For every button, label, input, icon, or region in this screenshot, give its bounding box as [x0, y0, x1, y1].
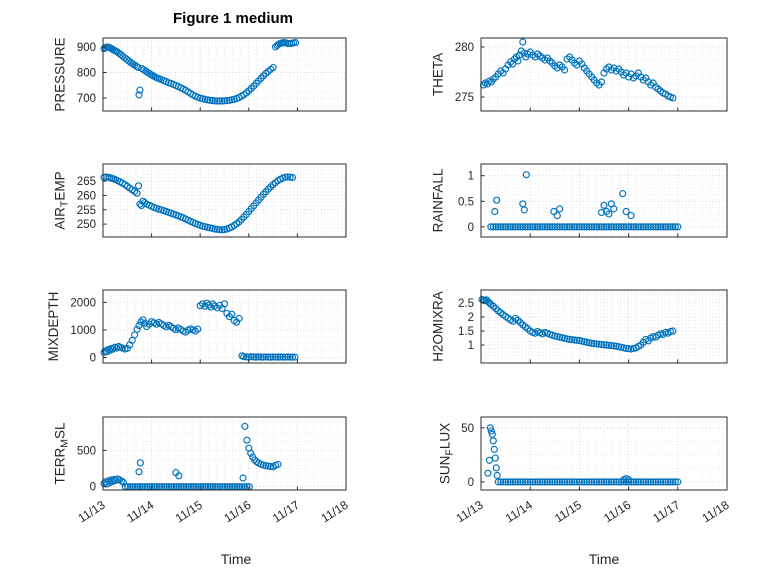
data-points-theta	[479, 38, 677, 102]
data-points-sun-flux	[484, 424, 682, 486]
minor-grid	[481, 164, 727, 237]
subplot-rainfall: 0 0.5 1 RAINFALL	[431, 163, 728, 238]
y-tick-label: 1.5	[458, 326, 474, 338]
x-axis-label-right: Time	[588, 551, 620, 567]
y-tick-label: 0.5	[458, 196, 474, 208]
subplot-h2omixra: 1 1.5 2 2.5 H2OMIXRA	[431, 289, 728, 364]
x-tick-label: 11/13	[454, 498, 486, 526]
axes-box	[102, 289, 347, 364]
y-tick-label: 2	[468, 312, 474, 324]
data-points-h2omixra	[478, 295, 677, 353]
axes-box	[480, 37, 728, 112]
x-tick-label: 11/17	[650, 498, 682, 526]
x-tick-label: 11/15	[173, 498, 205, 526]
data-points-rainfall	[487, 171, 682, 231]
minor-grid	[481, 417, 727, 490]
y-tick-label: 1000	[70, 325, 96, 337]
y-tick-label: 2000	[70, 297, 96, 309]
y-tick-label: 900	[77, 42, 96, 54]
y-tick-label: 260	[77, 191, 96, 203]
y-tick-label: 500	[77, 445, 96, 457]
y-tick-label: 800	[77, 68, 96, 80]
tick-marks	[102, 180, 347, 237]
tick-marks	[480, 427, 728, 490]
y-tick-label: 700	[77, 93, 96, 105]
plot-background	[481, 38, 727, 111]
tick-marks	[102, 449, 347, 490]
x-tick-label: 11/16	[221, 498, 253, 526]
axes-box	[480, 163, 728, 238]
y-tick-label: 255	[77, 205, 96, 217]
subplot-terr-msl: 0 500 TERRMSL 11/13 11/14 11/15 11/16 11/17 11/1…	[53, 416, 351, 526]
data-points-airtemp	[100, 173, 297, 234]
y-tick-label: 250	[77, 219, 96, 231]
tick-marks	[102, 301, 347, 363]
x-tick-label: 11/16	[601, 498, 633, 526]
x-tick-label: 11/18	[319, 498, 351, 526]
subplot-sun-flux: 0 50 SUNFLUX 11/13 11/14 11/15 11/16 11/17 11/18	[437, 416, 732, 526]
y-axis-label-terr-msl: TERRMSL	[53, 422, 71, 485]
tick-marks	[480, 302, 728, 363]
x-tick-label: 11/17	[270, 498, 302, 526]
y-tick-label: 2.5	[458, 298, 474, 310]
x-tick-label: 11/14	[124, 498, 156, 526]
axes-box	[102, 163, 347, 238]
y-tick-label: 0	[468, 222, 474, 234]
figure-title: Figure 1 medium	[172, 10, 294, 27]
y-tick-label: 1	[468, 340, 474, 352]
axes-box	[102, 37, 347, 112]
tick-marks	[480, 175, 728, 237]
data-points-pressure	[100, 39, 300, 105]
subplot-mixdepth: 0 1000 2000 MIXDEPTH	[46, 289, 347, 365]
y-axis-label-sun-flux: SUNFLUX	[437, 423, 455, 484]
plot-background	[103, 417, 346, 490]
x-axis-label-left: Time	[220, 551, 252, 567]
y-axis-label-theta: THETA	[431, 53, 446, 96]
y-tick-label: 280	[455, 42, 474, 54]
tick-marks	[480, 46, 728, 111]
major-grid	[481, 38, 727, 111]
axes-box	[480, 416, 728, 491]
y-tick-label: 0	[90, 353, 96, 365]
y-axis-label-h2omixra: H2OMIXRA	[431, 291, 446, 362]
x-tick-label: 11/18	[700, 498, 732, 526]
subplot-theta: 275 280 THETA	[431, 37, 728, 112]
y-tick-label: 0	[90, 482, 96, 494]
data-points-mixdepth	[100, 299, 299, 361]
y-axis-label-airtemp: AIRTEMP	[53, 171, 71, 229]
y-tick-label: 275	[455, 92, 474, 104]
x-tick-label: 11/15	[552, 498, 584, 526]
y-axis-label-rainfall: RAINFALL	[431, 168, 446, 232]
minor-grid	[481, 290, 727, 363]
y-tick-label: 1	[468, 171, 474, 183]
axes-box	[102, 416, 347, 491]
plot-background	[481, 417, 727, 490]
y-tick-label: 50	[461, 423, 474, 435]
x-tick-label: 11/14	[503, 498, 535, 526]
subplot-airtemp: 250 255 260 265 AIRTEMP	[53, 163, 347, 238]
y-axis-label-pressure: PRESSURE	[53, 37, 68, 111]
x-tick-label: 11/13	[76, 498, 108, 526]
y-axis-label-mixdepth: MIXDEPTH	[46, 292, 61, 362]
y-tick-label: 0	[468, 477, 474, 489]
subplot-pressure: 700 800 900 PRESSURE	[53, 37, 347, 112]
tick-marks	[102, 46, 347, 111]
axes-box	[480, 289, 728, 364]
y-tick-label: 265	[77, 176, 96, 188]
plot-background	[103, 164, 346, 237]
